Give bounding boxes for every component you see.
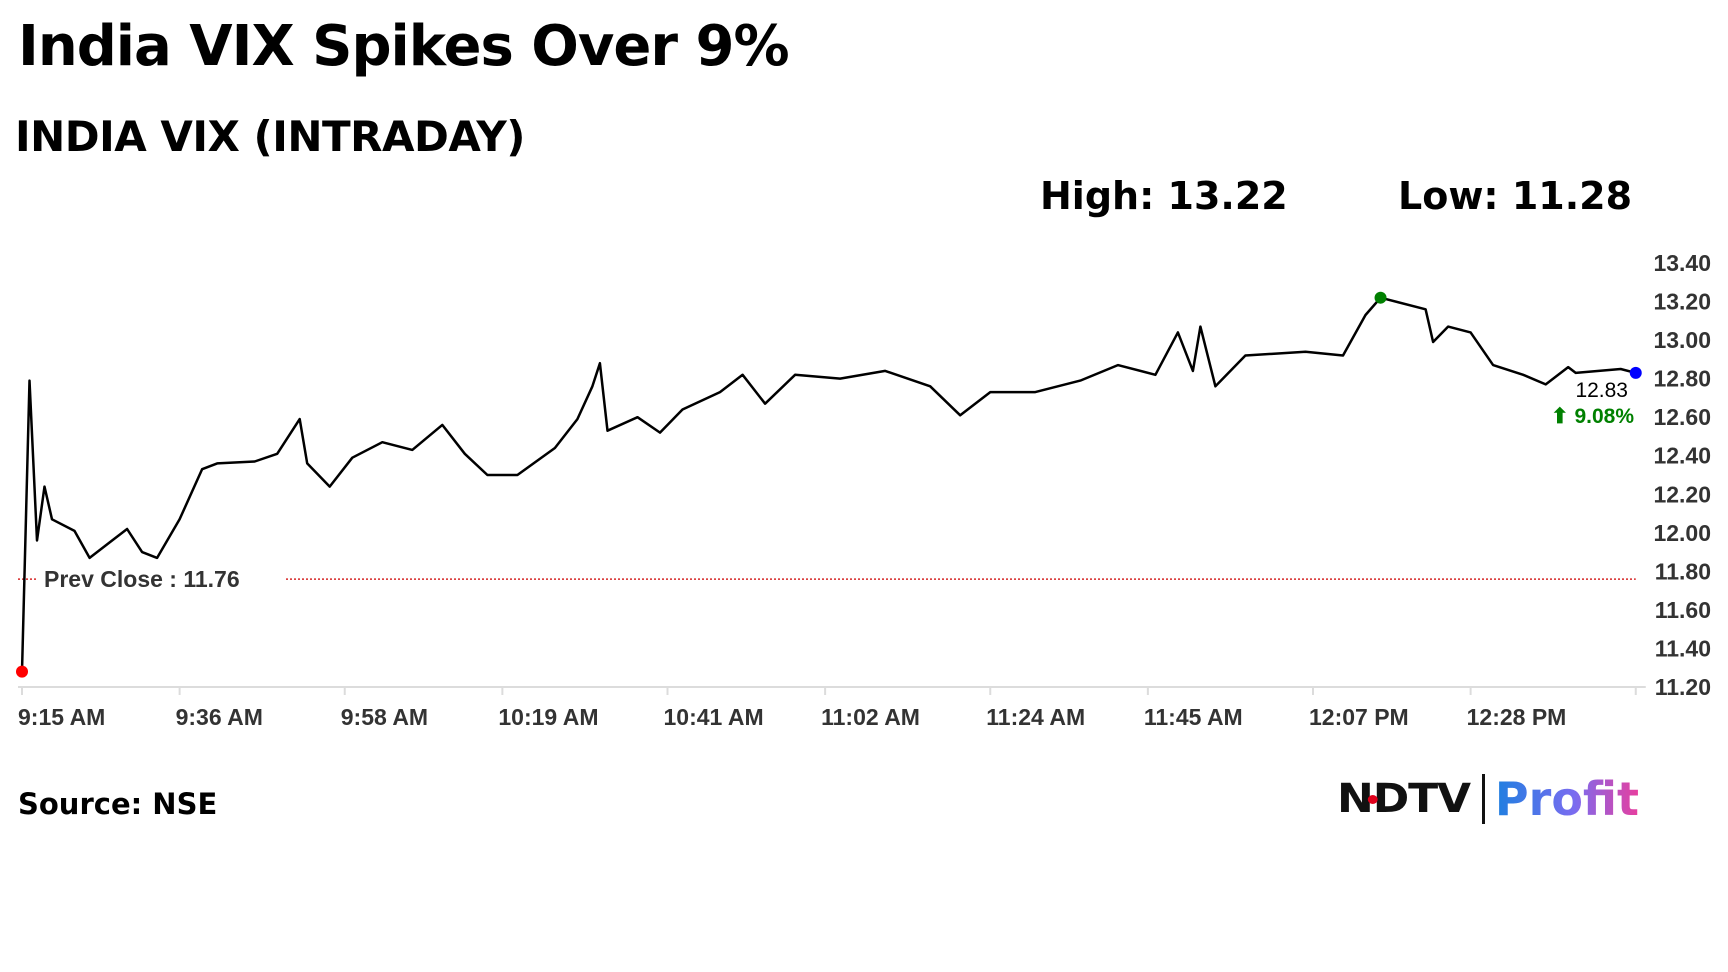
y-tick-label: 11.60 (1655, 597, 1711, 623)
x-tick-label: 11:24 AM (986, 704, 1085, 730)
source-note: Source: NSE (18, 787, 218, 821)
x-tick-label: 12:28 PM (1467, 704, 1567, 730)
y-tick-label: 12.80 (1653, 366, 1711, 392)
prev-close-label: Prev Close : 11.76 (44, 566, 240, 592)
logo-profit: Profit (1494, 772, 1640, 826)
y-tick-label: 11.40 (1655, 635, 1711, 661)
x-tick-label: 11:45 AM (1144, 704, 1243, 730)
x-tick-label: 11:02 AM (821, 704, 920, 730)
x-axis: 9:15 AM 9:36 AM 9:58 AM 10:19 AM 10:41 AM 11:… (18, 686, 1646, 730)
y-tick-label: 12.60 (1653, 404, 1711, 430)
y-tick-label: 11.80 (1655, 558, 1711, 584)
ndtv-profit-logo: NDTV Profit (1337, 772, 1639, 826)
low-marker (16, 665, 28, 678)
y-tick-label: 12.00 (1653, 520, 1711, 546)
logo-ndtv: NDTV (1337, 776, 1471, 822)
y-axis: 13.40 13.20 13.00 12.80 12.60 12.40 12.20 12.00… (1653, 250, 1711, 700)
high-value: High: 13.22 (1040, 174, 1288, 218)
y-tick-label: 13.20 (1653, 289, 1711, 315)
y-tick-label: 12.20 (1653, 481, 1711, 507)
x-tick-label: 10:41 AM (664, 704, 764, 730)
logo-divider (1481, 774, 1485, 824)
x-tick-label: 12:07 PM (1309, 704, 1409, 730)
x-tick-label: 10:19 AM (498, 704, 598, 730)
x-tick-label: 9:58 AM (341, 704, 428, 730)
x-tick-label: 9:36 AM (176, 704, 263, 730)
x-tick-label: 9:15 AM (18, 704, 105, 730)
y-tick-label: 13.00 (1653, 327, 1711, 353)
y-tick-label: 13.40 (1653, 250, 1711, 276)
change-percent-label: ⬆ 9.08% (1551, 405, 1634, 428)
low-value: Low: 11.28 (1398, 174, 1633, 218)
last-value-label: 12.83 (1575, 379, 1628, 402)
prev-close-label-bg (36, 563, 284, 596)
chart-subtitle: INDIA VIX (INTRADAY) (15, 112, 525, 161)
series-line (20, 296, 1637, 672)
chart-title: India VIX Spikes Over 9% (18, 14, 790, 79)
y-tick-label: 12.40 (1653, 443, 1711, 469)
high-marker (1374, 291, 1387, 304)
last-marker (1629, 366, 1642, 379)
logo-red-dot (1367, 795, 1378, 804)
y-tick-label: 11.20 (1655, 674, 1711, 700)
